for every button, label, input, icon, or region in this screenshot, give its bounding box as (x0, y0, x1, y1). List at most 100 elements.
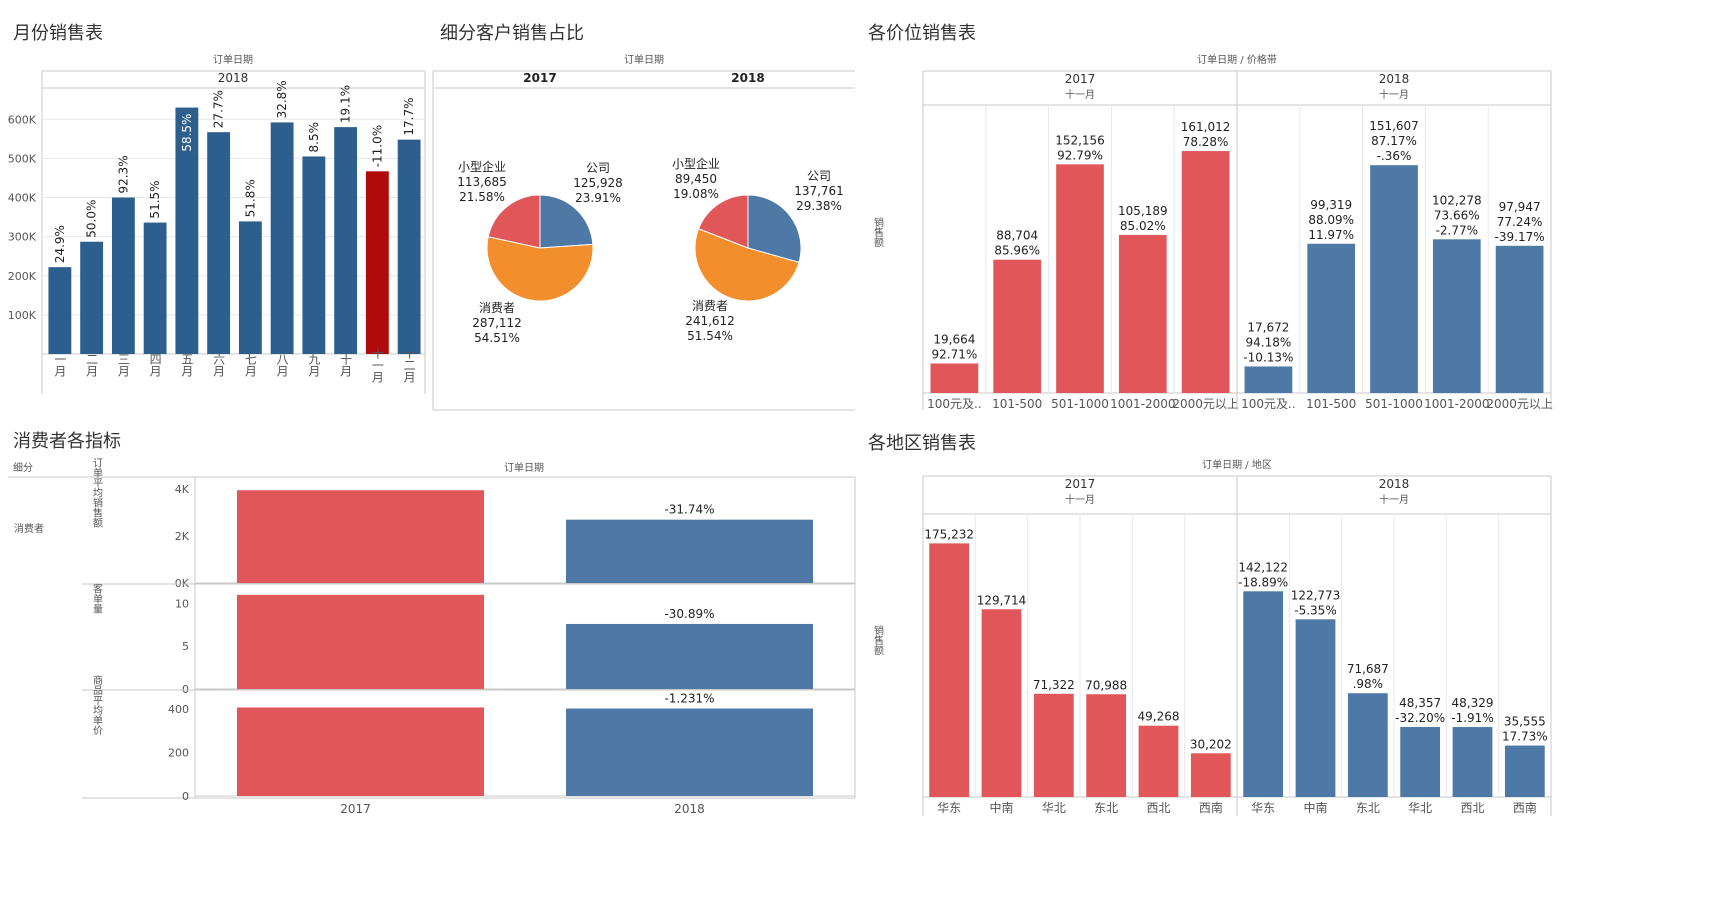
consumer-y-tick: 2K (175, 530, 190, 543)
region-bar (929, 543, 970, 797)
price-data-label: 85.02% (1120, 219, 1166, 233)
monthly-data-label: 32.8% (275, 80, 289, 118)
price-x-tick: 100元及.. (1241, 397, 1296, 411)
segment-header-field: 订单日期 (624, 54, 664, 66)
consumer-y-tick: 5 (182, 640, 189, 653)
monthly-bar (143, 222, 167, 354)
region-bar (981, 609, 1022, 797)
segment-slice-name: 公司 (807, 169, 831, 183)
price-x-tick: 101-500 (992, 397, 1042, 411)
monthly-x-tick: 三月 (116, 353, 130, 378)
segment-slice-name: 公司 (586, 161, 610, 175)
region-data-label: 48,329 (1452, 696, 1494, 710)
price-data-label: 11.97% (1308, 228, 1354, 242)
monthly-data-label: 8.5% (307, 122, 321, 153)
consumer-y-tick: 4K (175, 483, 190, 496)
price-bar (1370, 165, 1418, 393)
monthly-bar (365, 171, 389, 354)
price-x-tick: 1001-2000 (1110, 397, 1175, 411)
monthly-data-label: 50.0% (85, 200, 99, 238)
segment-slice-name: 小型企业 (672, 156, 720, 171)
monthly-x-tick: 十二月 (402, 347, 416, 384)
price-bar (930, 363, 979, 393)
monthly-data-label: 51.8% (243, 179, 257, 217)
region-panel-month: 十一月 (1379, 493, 1409, 506)
monthly-bar (80, 241, 104, 354)
price-x-tick: 1001-2000 (1424, 397, 1489, 411)
monthly-y-tick: 600K (8, 113, 37, 126)
monthly-header-year: 2018 (218, 71, 249, 85)
segment-slice-value: 241,612 (685, 314, 735, 328)
segment-slice-pct: 51.54% (687, 329, 733, 343)
region-bar (1452, 727, 1493, 797)
monthly-y-tick: 500K (8, 152, 37, 165)
region-header-field: 订单日期 / 地区 (1202, 458, 1272, 471)
consumer-bar (566, 708, 813, 796)
monthly-y-tick: 100K (8, 309, 37, 322)
consumer-bar (566, 623, 813, 689)
segment-slice-pct: 21.58% (459, 190, 505, 204)
price-data-label: -2.77% (1436, 223, 1478, 237)
price-data-label: 78.28% (1183, 135, 1229, 149)
segment-pie-slice (694, 228, 800, 302)
region-data-label: .98% (1353, 677, 1384, 691)
price-data-label: 99,319 (1310, 198, 1352, 212)
price-data-label: 92.71% (932, 347, 978, 361)
region-data-label: -32.20% (1395, 711, 1445, 725)
region-x-tick: 华北 (1042, 801, 1066, 815)
monthly-data-label: 92.3% (116, 155, 130, 193)
monthly-x-tick: 六月 (212, 353, 226, 378)
consumer-x-tick: 2018 (674, 802, 705, 816)
segment-slice-value: 113,685 (457, 175, 507, 189)
consumer-y-tick: 400 (168, 703, 189, 716)
consumer-change-label: -31.74% (664, 503, 714, 517)
region-data-label: 175,232 (924, 527, 974, 541)
monthly-bar (238, 221, 262, 354)
segment-slice-pct: 23.91% (575, 191, 621, 205)
region-data-label: 71,687 (1347, 662, 1389, 676)
consumer-bar (237, 490, 484, 583)
monthly-header-field: 订单日期 (213, 54, 253, 66)
region-x-tick: 中南 (1303, 800, 1327, 815)
price-data-label: 73.66% (1434, 208, 1480, 222)
region-x-tick: 西南 (1199, 800, 1223, 815)
region-data-label: -1.91% (1451, 711, 1493, 725)
monthly-x-tick: 七月 (243, 353, 257, 378)
region-bar (1086, 694, 1127, 797)
region-bar (1400, 727, 1441, 797)
region-data-label: 35,555 (1504, 715, 1546, 729)
consumer-row-header: 细分 (13, 461, 33, 474)
price-data-label: 77.24% (1497, 215, 1543, 229)
monthly-data-label: 27.7% (212, 90, 226, 128)
price-panel-year: 2017 (1065, 72, 1096, 86)
consumer-row-value: 消费者 (14, 522, 44, 535)
monthly-x-tick: 十一月 (370, 347, 384, 384)
price-data-label: -10.13% (1243, 350, 1293, 364)
price-x-tick: 2000元以上 (1172, 397, 1239, 411)
consumer-title: 消费者各指标 (13, 431, 121, 452)
region-data-label: 70,988 (1085, 678, 1127, 692)
monthly-bar (334, 127, 358, 354)
monthly-x-tick: 九月 (307, 353, 321, 378)
region-x-tick: 华东 (937, 801, 961, 815)
region-panel-month: 十一月 (1065, 493, 1095, 506)
consumer-y-tick: 200 (168, 747, 189, 760)
consumer-metric-label: 客单量 (91, 582, 103, 613)
price-bar (1307, 243, 1356, 393)
consumer-change-label: -1.231% (664, 692, 714, 706)
region-bar (1190, 753, 1231, 797)
monthly-data-label: 24.9% (53, 225, 67, 263)
consumer-change-label: -30.89% (664, 607, 714, 621)
region-data-label: 30,202 (1190, 737, 1232, 751)
monthly-bar (48, 267, 72, 354)
price-data-label: 105,189 (1118, 204, 1168, 218)
segment-pie-slice (747, 194, 802, 264)
price-data-label: 151,607 (1369, 119, 1419, 133)
price-bar (1432, 239, 1481, 393)
monthly-data-label: 51.5% (148, 180, 162, 218)
price-data-label: 19,664 (933, 332, 975, 346)
region-data-label: 129,714 (977, 593, 1027, 607)
monthly-bar (270, 122, 294, 355)
monthly-x-tick: 二月 (85, 353, 99, 378)
